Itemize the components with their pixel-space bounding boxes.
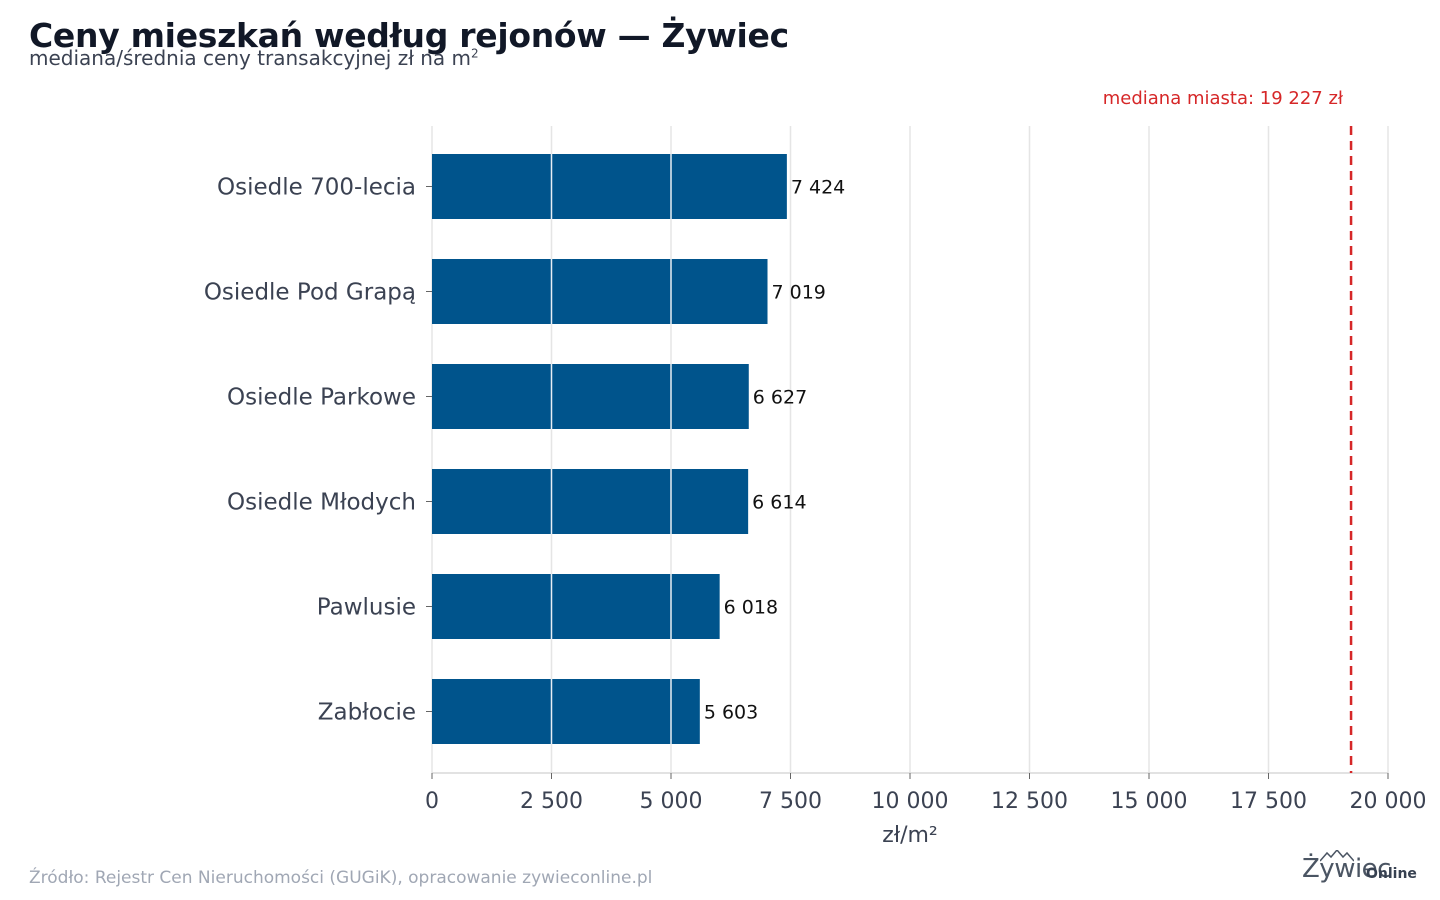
chart-title: Ceny mieszkań według rejonów — Żywiec (29, 16, 789, 55)
value-label: 5 603 (704, 702, 758, 724)
value-label: 6 614 (752, 492, 806, 514)
x-tick-label: 7 500 (759, 789, 822, 814)
value-label: 7 424 (791, 177, 845, 199)
x-tick-label: 5 000 (640, 789, 703, 814)
bar (432, 364, 749, 429)
subtitle-text: mediana/średnia ceny transakcyjnej zł na… (29, 46, 472, 70)
median-label: mediana miasta: 19 227 zł (1103, 88, 1344, 109)
chart-subtitle: mediana/średnia ceny transakcyjnej zł na… (29, 46, 479, 70)
value-label: 6 627 (753, 387, 807, 409)
x-tick-label: 12 500 (991, 789, 1068, 814)
category-label: Osiedle 700-lecia (217, 175, 416, 201)
brand-logo: Żywiec Online (1300, 848, 1420, 888)
category-label: Osiedle Młodych (227, 490, 416, 516)
mountains-icon (1320, 850, 1354, 862)
bar (432, 679, 700, 744)
x-tick-label: 0 (425, 789, 439, 814)
category-label: Osiedle Parkowe (227, 385, 416, 411)
bar (432, 259, 768, 324)
bar (432, 154, 787, 219)
value-label: 7 019 (772, 282, 826, 304)
category-label: Osiedle Pod Grapą (204, 280, 416, 306)
x-tick-label: 10 000 (872, 789, 949, 814)
x-axis-label: zł/m² (882, 823, 937, 848)
x-tick-label: 15 000 (1111, 789, 1188, 814)
x-tick-label: 2 500 (520, 789, 583, 814)
subtitle-superscript: 2 (471, 46, 479, 61)
x-tick-label: 20 000 (1350, 789, 1427, 814)
logo-suffix-text: Online (1366, 866, 1417, 882)
category-label: Zabłocie (318, 700, 416, 726)
value-label: 6 018 (724, 597, 778, 619)
x-tick-label: 17 500 (1230, 789, 1307, 814)
logo-main-text: Żywiec (1302, 854, 1391, 884)
bar (432, 574, 720, 639)
source-note: Źródło: Rejestr Cen Nieruchomości (GUGiK… (29, 868, 653, 888)
bar (432, 469, 749, 534)
category-label: Pawlusie (317, 595, 416, 621)
